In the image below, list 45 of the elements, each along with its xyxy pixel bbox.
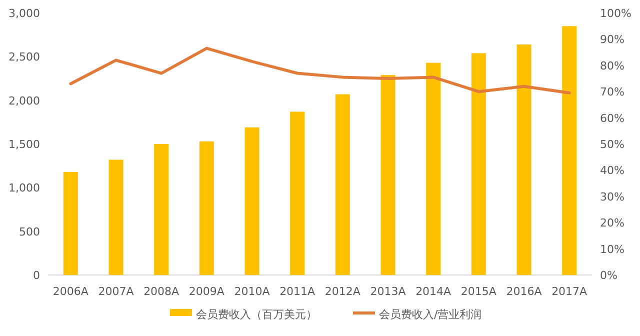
bar — [290, 112, 305, 275]
y2-tick-label: 90% — [600, 33, 624, 46]
x-tick-label: 2010A — [234, 285, 270, 298]
bar — [516, 44, 532, 275]
legend-label: 会员费收入（百万美元） — [196, 308, 317, 321]
y2-tick-label: 50% — [600, 138, 624, 151]
y2-tick-label: 30% — [600, 190, 624, 204]
bar — [154, 144, 169, 275]
bar — [199, 141, 214, 275]
y2-tick-label: 70% — [600, 86, 624, 99]
y-tick-label: 1,000 — [8, 182, 40, 195]
y2-tick-label: 40% — [600, 164, 624, 178]
y-tick-label: 1,500 — [8, 138, 40, 151]
x-tick-label: 2013A — [370, 285, 406, 298]
x-tick-label: 2014A — [416, 285, 452, 298]
bar — [244, 127, 260, 275]
y2-tick-label: 80% — [600, 59, 624, 72]
line-series — [69, 46, 571, 94]
bar — [335, 94, 350, 275]
x-tick-label: 2009A — [188, 285, 225, 298]
y2-tick-label: 60% — [600, 112, 624, 125]
legend-label: 会员费收入/营业利润 — [379, 308, 482, 321]
y-tick-label: 2,000 — [8, 94, 40, 108]
bar — [562, 26, 577, 275]
x-tick-label: 2008A — [144, 285, 180, 298]
y-tick-label: 2,500 — [8, 50, 40, 64]
x-tick-label: 2016A — [506, 285, 542, 298]
y-tick-label: 0 — [33, 269, 40, 282]
y-tick-label: 500 — [19, 225, 40, 238]
bar — [108, 160, 124, 275]
x-tick-label: 2007A — [98, 285, 134, 298]
bar — [471, 53, 486, 275]
x-tick-label: 2011A — [280, 285, 316, 298]
bar — [426, 62, 441, 275]
y2-tick-label: 10% — [600, 242, 624, 256]
x-tick-label: 2012A — [324, 285, 361, 298]
x-tick-label: 2006A — [52, 285, 89, 298]
x-tick-label: 2015A — [460, 285, 497, 298]
bar — [63, 172, 78, 275]
y2-tick-label: 20% — [600, 216, 624, 230]
y2-tick-label: 100% — [600, 7, 632, 20]
bar — [380, 75, 396, 275]
y-tick-label: 3,000 — [8, 7, 40, 20]
y2-tick-label: 0% — [600, 269, 618, 282]
x-tick-label: 2017A — [552, 285, 588, 298]
